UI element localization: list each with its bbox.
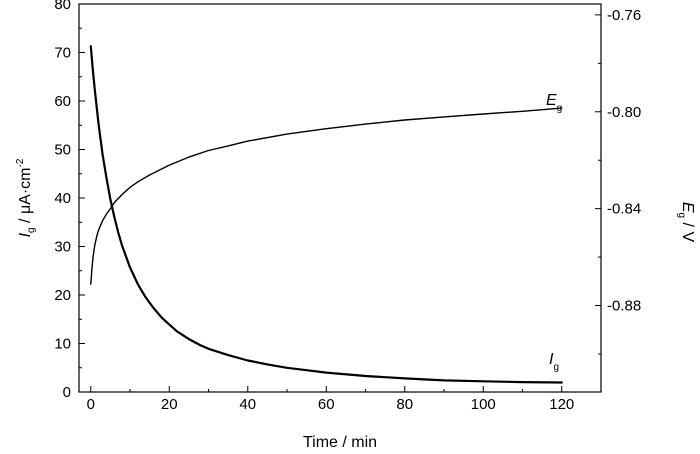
x-tick-label: 80 [396, 396, 413, 413]
series-line-ig [89, 45, 563, 384]
left-tick-label: 50 [54, 142, 71, 159]
x-tick-label: 20 [161, 396, 178, 413]
x-axis-title: Time / min [303, 434, 377, 451]
right-tick-label: -0.88 [607, 298, 641, 315]
x-tick-label: 0 [87, 396, 95, 413]
left-tick-label: 0 [63, 384, 71, 401]
left-tick-label: 80 [54, 0, 71, 13]
series-line-eg [90, 107, 563, 285]
left-tick-label: 30 [54, 239, 71, 256]
series-label-eg: Eg [546, 92, 562, 114]
series-layer [89, 45, 563, 384]
x-tick-label: 100 [471, 396, 496, 413]
right-axis-ticks: -0.76 -0.80 -0.84 -0.88 [595, 7, 641, 355]
left-tick-label: 10 [54, 336, 71, 353]
left-axis-ticks: 0 10 20 30 40 50 60 70 80 [54, 0, 85, 401]
right-axis-title: Eg / V [676, 202, 696, 243]
left-tick-label: 70 [54, 45, 71, 62]
left-tick-label: 20 [54, 287, 71, 304]
x-axis-ticks: 0 20 40 60 80 100 120 [87, 386, 574, 413]
x-tick-label: 60 [318, 396, 335, 413]
left-axis-title: Ig / μA·cm-2 [15, 158, 37, 237]
plot-frame [78, 3, 602, 393]
right-tick-label: -0.80 [607, 104, 641, 121]
right-tick-label: -0.76 [607, 7, 641, 24]
x-tick-label: 120 [549, 396, 574, 413]
left-tick-label: 40 [54, 190, 71, 207]
right-tick-label: -0.84 [607, 201, 641, 218]
left-tick-label: 60 [54, 93, 71, 110]
x-tick-label: 40 [239, 396, 256, 413]
series-label-ig: Ig [549, 351, 559, 373]
